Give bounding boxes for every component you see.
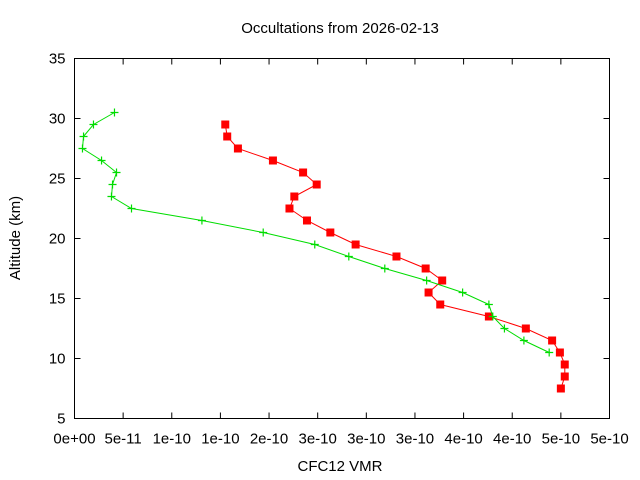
plus-marker-icon [197, 216, 206, 225]
plus-marker-icon [89, 120, 98, 129]
square-marker-icon [233, 144, 242, 153]
square-marker-icon [556, 384, 565, 393]
square-marker-icon [392, 252, 401, 261]
plus-marker-icon [108, 180, 117, 189]
plus-marker-icon [127, 204, 136, 213]
y-tick-label: 10 [49, 351, 66, 368]
chart-title: Occultations from 2026-02-13 [241, 20, 439, 37]
series-layer [78, 108, 569, 393]
x-tick-label: 0e+00 [53, 431, 95, 448]
plus-marker-icon [344, 252, 353, 261]
plus-marker-icon [112, 168, 121, 177]
series-line [81, 112, 550, 353]
square-marker-icon [436, 300, 445, 309]
plot-frame [74, 58, 610, 419]
plus-marker-icon [259, 228, 268, 237]
y-tick-label: 20 [49, 231, 66, 248]
plus-marker-icon [519, 336, 528, 345]
square-marker-icon [351, 240, 360, 249]
square-marker-icon [421, 264, 430, 273]
x-tick-label: 1e-10 [153, 431, 191, 448]
y-axis-ticks: 5 10 15 20 25 30 35 [49, 51, 610, 428]
square-marker-icon [424, 288, 433, 297]
x-tick-label: 5e-11 [105, 431, 142, 448]
plus-marker-icon [97, 156, 106, 165]
square-marker-icon [326, 228, 335, 237]
square-marker-icon [560, 372, 569, 381]
square-marker-icon [290, 192, 299, 201]
x-tick-label: 3e-10 [347, 431, 385, 448]
x-tick-label: 5e-10 [542, 431, 580, 448]
x-tick-label: 3e-10 [298, 431, 336, 448]
plus-marker-icon [545, 348, 554, 357]
plus-marker-icon [422, 276, 431, 285]
plus-marker-icon [79, 132, 88, 141]
square-marker-icon [285, 204, 294, 213]
x-tick-label: 1e-10 [201, 431, 239, 448]
plus-marker-icon [310, 240, 319, 249]
plus-marker-icon [458, 288, 467, 297]
y-axis-label: Altitude (km) [7, 196, 24, 280]
x-axis-ticks: 0e+00 5e-11 1e-10 1e-10 2e-10 3e-10 3e-10 3e-10… [53, 58, 629, 448]
plus-marker-icon [488, 312, 497, 321]
square-marker-icon [302, 216, 311, 225]
square-marker-icon [268, 156, 277, 165]
square-marker-icon [521, 324, 530, 333]
plus-marker-icon [110, 108, 119, 117]
square-marker-icon [312, 180, 321, 189]
y-tick-label: 30 [49, 111, 66, 128]
plus-marker-icon [500, 324, 509, 333]
x-tick-label: 4e-10 [493, 431, 531, 448]
y-tick-label: 35 [49, 51, 66, 68]
square-marker-icon [548, 336, 557, 345]
plus-marker-icon [484, 300, 493, 309]
y-tick-label: 25 [49, 171, 66, 188]
x-axis-label: CFC12 VMR [297, 458, 382, 475]
plus-marker-icon [380, 264, 389, 273]
square-marker-icon [560, 360, 569, 369]
x-tick-label: 5e-10 [590, 431, 628, 448]
square-marker-icon [299, 168, 308, 177]
x-tick-label: 4e-10 [444, 431, 482, 448]
square-marker-icon [223, 132, 232, 141]
square-marker-icon [221, 120, 230, 129]
y-tick-label: 15 [49, 291, 66, 308]
square-marker-icon [555, 348, 564, 357]
y-tick-label: 5 [57, 411, 65, 428]
square-marker-icon [438, 276, 447, 285]
x-tick-label: 2e-10 [250, 431, 288, 448]
series-occultation-2 [78, 108, 554, 357]
series-occultation-1 [221, 120, 569, 393]
plus-marker-icon [78, 144, 87, 153]
x-tick-label: 3e-10 [396, 431, 434, 448]
plus-marker-icon [107, 192, 116, 201]
